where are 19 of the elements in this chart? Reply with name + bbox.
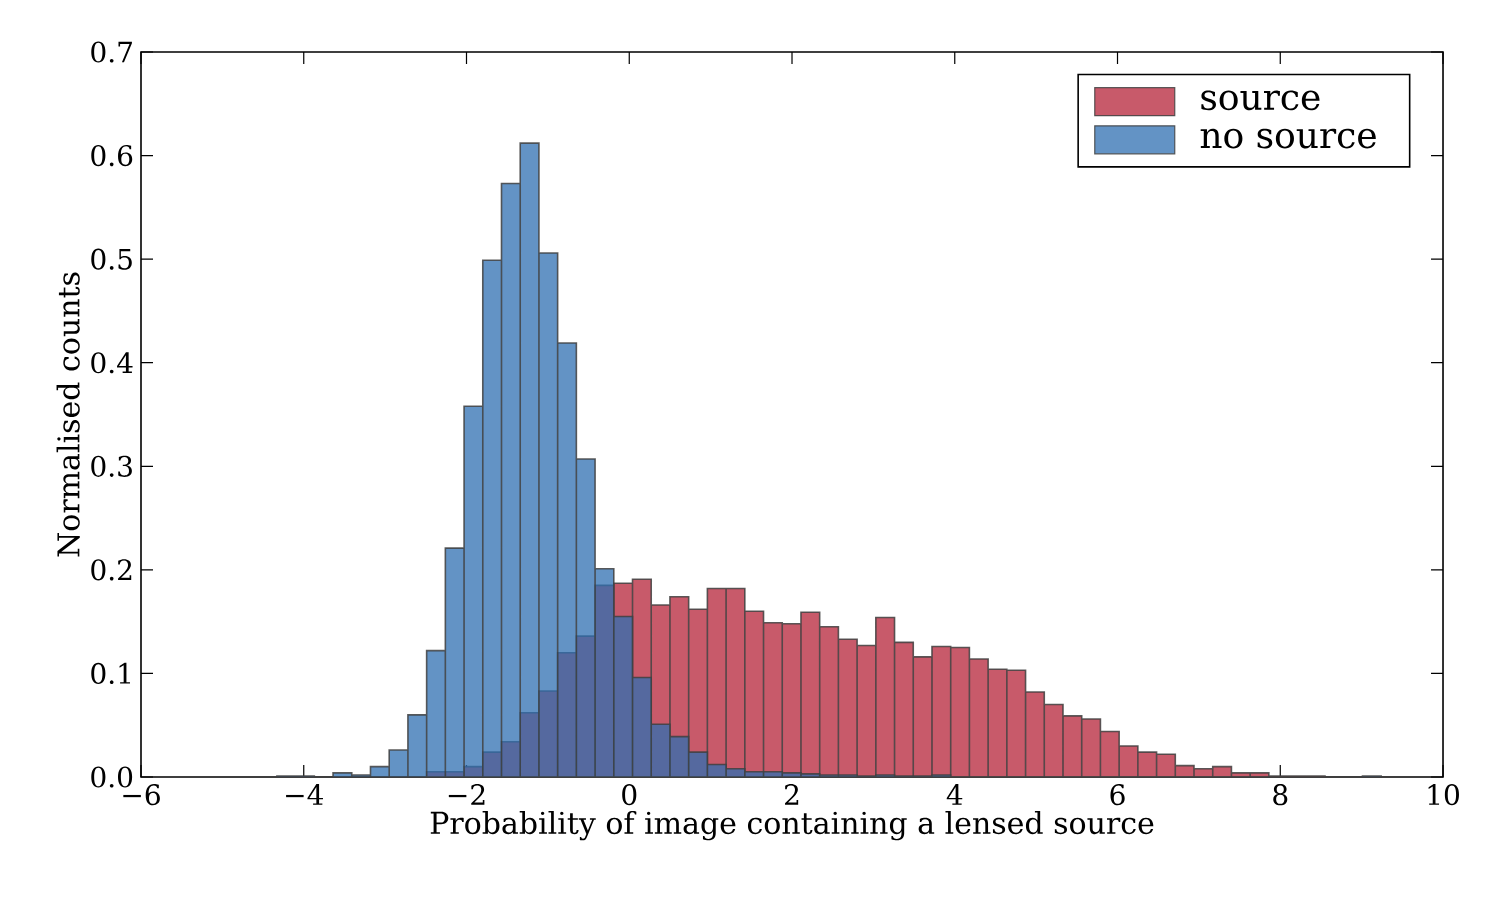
x-tick-label: 6 [1110, 784, 1125, 806]
y-axis-title: Normalised counts [56, 272, 80, 557]
y-tick-label: 0.4 [91, 352, 133, 374]
y-tick-label: 0.3 [91, 455, 132, 477]
y-tick-label: 0.2 [91, 559, 132, 581]
x-axis-title: Probability of image containing a lensed source [430, 810, 1154, 841]
y-tick-label: 0.7 [91, 41, 132, 63]
x-tick-label: −2 [448, 784, 485, 805]
y-tick-label: 0.6 [91, 144, 133, 167]
x-tick-label: −4 [286, 784, 323, 805]
legend-label: no source [1200, 128, 1376, 149]
y-tick-label: 0.5 [91, 248, 132, 270]
x-tick-label: 4 [946, 784, 963, 805]
x-tick-label: 8 [1273, 784, 1288, 806]
x-tick-label: 10 [1428, 784, 1459, 806]
x-tick-label: 2 [785, 784, 799, 805]
legend-label: source [1201, 90, 1320, 111]
x-tick-label: 0 [622, 784, 637, 806]
y-tick-label: 0.1 [91, 662, 130, 685]
